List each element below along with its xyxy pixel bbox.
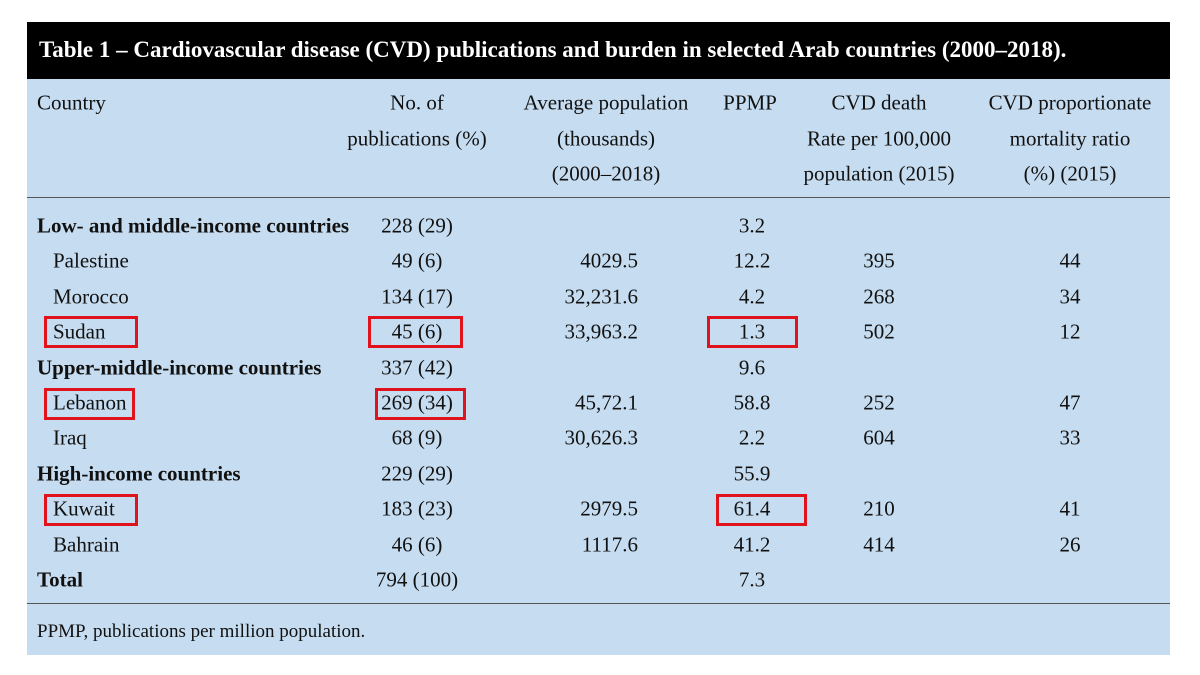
footer-rule bbox=[27, 603, 1170, 604]
cell: 26 bbox=[1059, 532, 1081, 557]
column-header: (thousands) bbox=[557, 126, 655, 150]
cell: 395 bbox=[863, 248, 895, 273]
group-label: Total bbox=[37, 567, 83, 592]
column-header: (2000–2018) bbox=[551, 161, 661, 186]
group-label: Low- and middle-income countries bbox=[37, 213, 350, 238]
cell: 502 bbox=[863, 319, 895, 344]
column-header: CVD proportionate bbox=[988, 90, 1152, 115]
cell: 7.3 bbox=[738, 567, 766, 592]
cell: 4.2 bbox=[738, 284, 766, 309]
cell: 229 (29) bbox=[381, 461, 453, 486]
cell: 12 bbox=[1059, 319, 1081, 344]
column-header: mortality ratio bbox=[1009, 126, 1131, 150]
cell: 44 bbox=[1059, 248, 1081, 273]
highlight-box bbox=[44, 316, 138, 348]
country-label: Morocco bbox=[53, 284, 129, 309]
column-header: CVD death bbox=[831, 90, 927, 115]
cell: 134 (17) bbox=[381, 284, 453, 309]
column-header: (%) (2015) bbox=[1023, 161, 1117, 186]
cell: 45,72.1 bbox=[575, 390, 638, 415]
cell: 794 (100) bbox=[375, 567, 459, 592]
cell: 210 bbox=[863, 496, 895, 521]
group-label: Upper-middle-income countries bbox=[37, 355, 322, 380]
cell: 1117.6 bbox=[581, 532, 638, 557]
country-label: Palestine bbox=[53, 248, 129, 273]
country-label: Kuwait bbox=[53, 496, 115, 521]
country-label: Bahrain bbox=[53, 532, 120, 557]
column-header: Average population bbox=[523, 90, 689, 115]
highlight-box bbox=[44, 388, 135, 420]
cell: 30,626.3 bbox=[564, 425, 639, 450]
cell: 269 (34) bbox=[381, 390, 453, 415]
country-label: Sudan bbox=[53, 319, 106, 344]
footnote: PPMP, publications per million populatio… bbox=[37, 621, 366, 642]
column-header: PPMP bbox=[723, 90, 777, 115]
cell: 3.2 bbox=[738, 213, 766, 238]
cell: 12.2 bbox=[733, 248, 771, 273]
highlight-box bbox=[707, 316, 798, 348]
cell: 1.3 bbox=[738, 319, 766, 344]
cell: 55.9 bbox=[733, 461, 771, 486]
table bbox=[27, 79, 1170, 655]
cell: 337 (42) bbox=[381, 355, 453, 380]
cell: 183 (23) bbox=[381, 496, 453, 521]
column-header: Rate per 100,000 bbox=[806, 126, 952, 150]
cell: 68 (9) bbox=[391, 425, 443, 450]
cell: 49 (6) bbox=[391, 248, 443, 273]
cell: 32,231.6 bbox=[564, 284, 639, 309]
group-label: High-income countries bbox=[37, 461, 241, 486]
column-header: No. of bbox=[390, 90, 444, 115]
cell: 41.2 bbox=[733, 532, 771, 557]
table-title: Table 1 – Cardiovascular disease (CVD) p… bbox=[39, 37, 1067, 62]
cell: 268 bbox=[863, 284, 895, 309]
cell: 4029.5 bbox=[580, 248, 638, 273]
country-label: Iraq bbox=[53, 425, 87, 450]
cell: 58.8 bbox=[733, 390, 771, 415]
cell: 604 bbox=[863, 425, 895, 450]
column-header: publications (%) bbox=[347, 126, 487, 150]
highlight-box bbox=[375, 388, 466, 420]
highlight-box bbox=[44, 494, 138, 526]
cell: 45 (6) bbox=[391, 319, 443, 344]
highlight-box bbox=[368, 316, 463, 348]
country-label: Lebanon bbox=[53, 390, 127, 415]
highlight-box bbox=[716, 494, 807, 526]
cell: 9.6 bbox=[738, 355, 766, 380]
cell: 33 bbox=[1059, 425, 1081, 450]
cell: 61.4 bbox=[733, 496, 771, 521]
header-rule bbox=[27, 197, 1170, 198]
cell: 252 bbox=[863, 390, 895, 415]
cell: 41 bbox=[1059, 496, 1081, 521]
cell: 47 bbox=[1059, 390, 1081, 415]
cell: 228 (29) bbox=[381, 213, 453, 238]
column-header: population (2015) bbox=[803, 161, 955, 186]
cell: 46 (6) bbox=[391, 532, 443, 557]
cell: 34 bbox=[1059, 284, 1081, 309]
cell: 2.2 bbox=[738, 425, 766, 450]
title-bar: Table 1 – Cardiovascular disease (CVD) p… bbox=[27, 22, 1170, 79]
cell: 414 bbox=[863, 532, 895, 557]
column-header: Country bbox=[37, 90, 106, 115]
cell: 2979.5 bbox=[580, 496, 638, 521]
cell: 33,963.2 bbox=[564, 319, 639, 344]
